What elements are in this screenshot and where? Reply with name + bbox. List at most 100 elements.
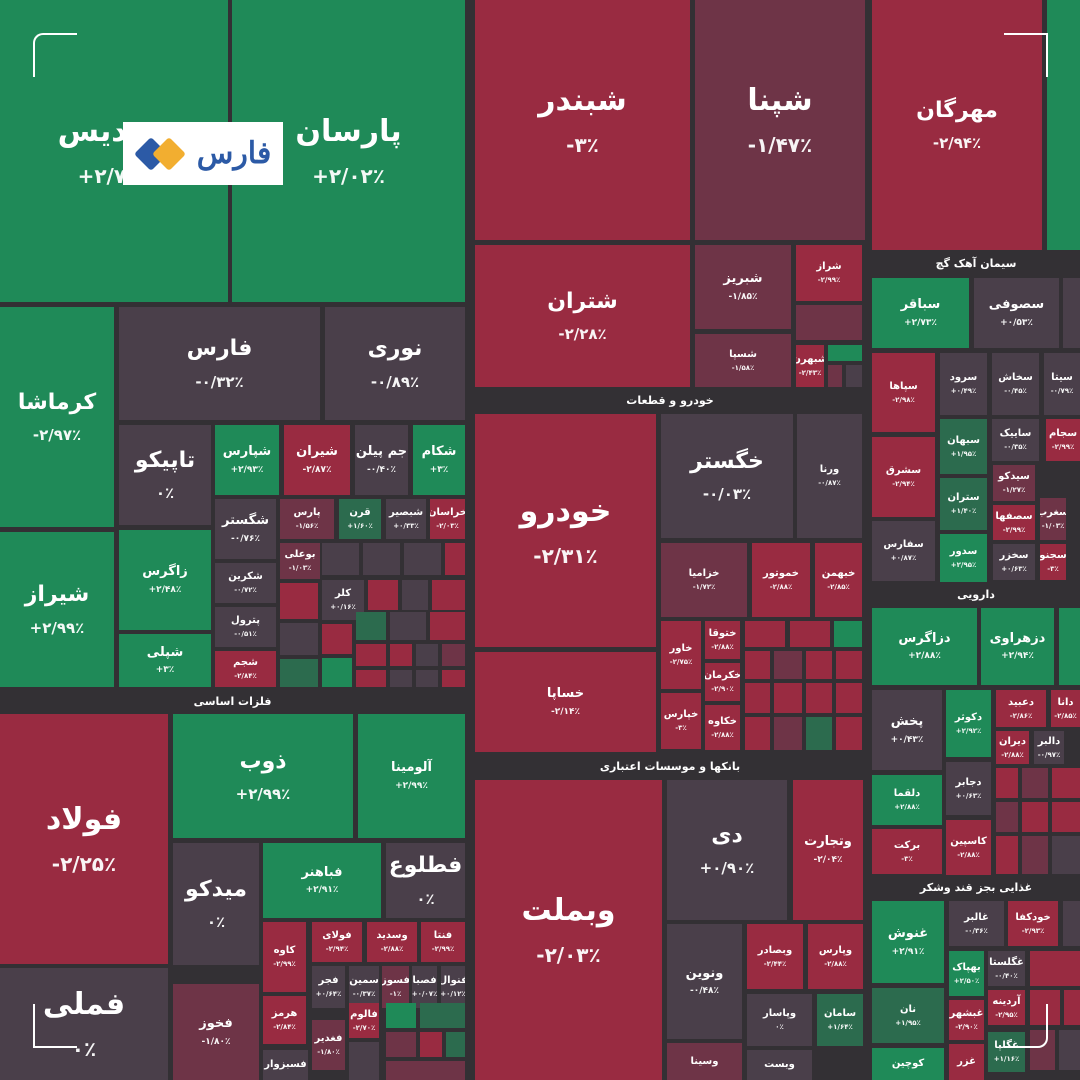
unlabeled-stock-tile[interactable] bbox=[1022, 802, 1048, 832]
unlabeled-stock-tile[interactable] bbox=[280, 623, 318, 655]
unlabeled-stock-tile[interactable] bbox=[836, 717, 862, 750]
stock-tile[interactable]: سفارس +۰/۸۷٪ bbox=[872, 521, 935, 581]
unlabeled-stock-tile[interactable] bbox=[836, 651, 862, 679]
stock-tile[interactable]: شبریز -۱/۸۵٪ bbox=[695, 245, 791, 329]
stock-tile[interactable]: خزامیا -۱/۷۲٪ bbox=[661, 543, 747, 617]
unlabeled-stock-tile[interactable] bbox=[280, 659, 318, 687]
unlabeled-stock-tile[interactable] bbox=[1030, 1030, 1055, 1070]
stock-tile[interactable]: فولای -۲/۹۴٪ bbox=[312, 922, 362, 962]
unlabeled-stock-tile[interactable] bbox=[368, 580, 398, 610]
unlabeled-stock-tile[interactable] bbox=[806, 651, 832, 679]
stock-tile[interactable]: غالبر -۰/۳۶٪ bbox=[949, 901, 1004, 946]
stock-tile[interactable]: شبصیر +۰/۳۳٪ bbox=[386, 499, 426, 539]
stock-tile[interactable]: غنوش +۲/۹۱٪ bbox=[872, 901, 944, 983]
stock-tile[interactable]: فغدیر -۱/۸۰٪ bbox=[312, 1020, 345, 1070]
stock-tile[interactable]: سپاها -۲/۹۸٪ bbox=[872, 353, 935, 432]
unlabeled-stock-tile[interactable] bbox=[996, 836, 1018, 874]
stock-tile[interactable]: ذوب +۲/۹۹٪ bbox=[173, 714, 353, 838]
unlabeled-stock-tile[interactable] bbox=[442, 670, 465, 687]
stock-tile[interactable]: خودکفا -۲/۹۳٪ bbox=[1008, 901, 1058, 946]
stock-tile[interactable]: شتران -۲/۲۸٪ bbox=[475, 245, 690, 387]
unlabeled-stock-tile[interactable] bbox=[390, 612, 426, 640]
stock-tile[interactable]: دکوثر +۲/۹۲٪ bbox=[946, 690, 991, 757]
unlabeled-stock-tile[interactable] bbox=[828, 365, 842, 387]
unlabeled-stock-tile[interactable] bbox=[445, 543, 465, 575]
stock-tile[interactable]: فسبزوار bbox=[263, 1050, 308, 1080]
stock-tile[interactable]: بوعلی -۱/۰۳٪ bbox=[280, 543, 320, 579]
stock-tile[interactable]: دی +۰/۹۰٪ bbox=[667, 780, 787, 920]
stock-tile[interactable]: سامان +۱/۶۴٪ bbox=[817, 994, 863, 1046]
stock-tile[interactable]: خاور -۲/۷۵٪ bbox=[661, 621, 701, 689]
unlabeled-stock-tile[interactable] bbox=[430, 612, 465, 640]
stock-tile[interactable]: دالبر -۰/۹۷٪ bbox=[1034, 731, 1064, 764]
stock-tile[interactable]: خساپا -۲/۱۴٪ bbox=[475, 652, 656, 752]
unlabeled-stock-tile[interactable] bbox=[349, 1042, 379, 1080]
stock-tile[interactable]: خودرو -۲/۳۱٪ bbox=[475, 414, 656, 647]
stock-tile[interactable]: کوچین bbox=[872, 1048, 944, 1080]
stock-tile[interactable]: بهپاک +۲/۵۰٪ bbox=[949, 951, 984, 996]
unlabeled-stock-tile[interactable] bbox=[1059, 1030, 1080, 1070]
unlabeled-stock-tile[interactable] bbox=[363, 543, 400, 575]
stock-tile[interactable]: هرمز -۲/۸۴٪ bbox=[263, 996, 306, 1044]
unlabeled-stock-tile[interactable] bbox=[1030, 951, 1080, 986]
unlabeled-stock-tile[interactable] bbox=[1063, 278, 1080, 348]
stock-tile[interactable]: میدکو ۰٪ bbox=[173, 843, 259, 965]
unlabeled-stock-tile[interactable] bbox=[774, 683, 802, 713]
stock-tile[interactable]: ختوقا -۲/۸۸٪ bbox=[705, 621, 740, 659]
unlabeled-stock-tile[interactable] bbox=[446, 1032, 465, 1057]
unlabeled-stock-tile[interactable] bbox=[1063, 901, 1080, 946]
unlabeled-stock-tile[interactable] bbox=[390, 644, 412, 666]
stock-tile[interactable]: خراسان -۲/۰۳٪ bbox=[430, 499, 465, 539]
unlabeled-stock-tile[interactable] bbox=[996, 768, 1018, 798]
stock-tile[interactable]: پترول -۰/۵۱٪ bbox=[215, 607, 276, 647]
stock-tile[interactable]: دزاگرس +۲/۸۸٪ bbox=[872, 608, 977, 685]
stock-tile[interactable]: وپاسار ۰٪ bbox=[747, 994, 812, 1046]
stock-tile[interactable]: شکرین -۰/۷۲٪ bbox=[215, 563, 276, 603]
stock-tile[interactable]: سرود +۰/۴۹٪ bbox=[940, 353, 987, 415]
stock-tile[interactable]: وپارس -۲/۸۸٪ bbox=[808, 924, 863, 989]
unlabeled-stock-tile[interactable] bbox=[1059, 608, 1080, 685]
stock-tile[interactable]: فنتا -۲/۹۹٪ bbox=[421, 922, 465, 962]
unlabeled-stock-tile[interactable] bbox=[420, 1032, 442, 1057]
stock-tile[interactable]: ونوین -۰/۴۸٪ bbox=[667, 924, 742, 1039]
stock-tile[interactable]: برکت -۳٪ bbox=[872, 829, 942, 874]
unlabeled-stock-tile[interactable] bbox=[416, 670, 438, 687]
stock-tile[interactable]: دلقما +۲/۸۸٪ bbox=[872, 775, 942, 825]
stock-tile[interactable]: سمین -۰/۳۷٪ bbox=[349, 966, 379, 1008]
unlabeled-stock-tile[interactable] bbox=[1052, 768, 1080, 798]
unlabeled-stock-tile[interactable] bbox=[1064, 990, 1080, 1025]
unlabeled-stock-tile[interactable] bbox=[356, 670, 386, 687]
unlabeled-stock-tile[interactable] bbox=[836, 683, 862, 713]
stock-tile[interactable]: شبندر -۳٪ bbox=[475, 0, 690, 240]
stock-tile[interactable]: وتجارت -۲/۰۴٪ bbox=[793, 780, 863, 920]
stock-tile[interactable]: دانا -۲/۸۵٪ bbox=[1051, 690, 1080, 727]
stock-tile[interactable]: مهرگان -۲/۹۴٪ bbox=[872, 0, 1042, 250]
unlabeled-stock-tile[interactable] bbox=[432, 580, 465, 610]
unlabeled-stock-tile[interactable] bbox=[386, 1003, 416, 1028]
unlabeled-stock-tile[interactable] bbox=[280, 583, 318, 619]
stock-tile[interactable]: فملی ۰٪ bbox=[0, 968, 168, 1080]
stock-tile[interactable]: خپارس -۳٪ bbox=[661, 693, 701, 749]
unlabeled-stock-tile[interactable] bbox=[1052, 836, 1080, 874]
stock-tile[interactable]: نوری -۰/۸۹٪ bbox=[325, 307, 465, 420]
stock-tile[interactable]: شراز -۲/۹۹٪ bbox=[796, 245, 862, 301]
stock-tile[interactable]: فسوز -۱٪ bbox=[382, 966, 409, 1008]
unlabeled-stock-tile[interactable] bbox=[416, 644, 438, 666]
unlabeled-stock-tile[interactable] bbox=[322, 658, 352, 687]
unlabeled-stock-tile[interactable] bbox=[1052, 802, 1080, 832]
stock-tile[interactable]: فنوال +۰/۱۲٪ bbox=[441, 966, 465, 1008]
unlabeled-stock-tile[interactable] bbox=[322, 624, 352, 654]
stock-tile[interactable]: پخش +۰/۴۳٪ bbox=[872, 690, 942, 770]
stock-tile[interactable]: ستران +۱/۴۰٪ bbox=[940, 478, 987, 530]
stock-tile[interactable]: فالوم -۲/۷۰٪ bbox=[349, 1003, 379, 1038]
unlabeled-stock-tile[interactable] bbox=[796, 305, 862, 340]
stock-tile[interactable]: سجنو -۳٪ bbox=[1040, 544, 1066, 580]
stock-tile[interactable]: سغرب -۱/۰۳٪ bbox=[1040, 498, 1066, 540]
stock-tile[interactable]: خکاوه -۲/۸۸٪ bbox=[705, 705, 740, 750]
unlabeled-stock-tile[interactable] bbox=[774, 717, 802, 750]
unlabeled-stock-tile[interactable] bbox=[1022, 836, 1048, 874]
stock-tile[interactable]: آلومینا +۲/۹۹٪ bbox=[358, 714, 465, 838]
stock-tile[interactable]: زاگرس +۲/۴۸٪ bbox=[119, 530, 211, 630]
stock-tile[interactable]: وسدید -۲/۸۸٪ bbox=[367, 922, 417, 962]
stock-tile[interactable]: ورنا -۰/۸۷٪ bbox=[797, 414, 862, 538]
